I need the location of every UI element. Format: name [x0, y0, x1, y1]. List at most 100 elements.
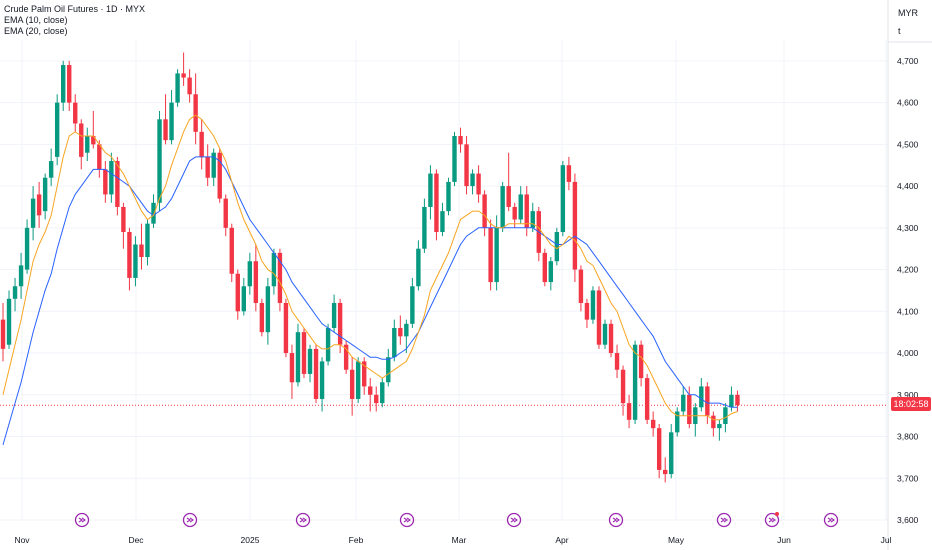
- candle-body: [103, 169, 108, 195]
- candle-body: [205, 156, 210, 178]
- event-icon-arrow: [827, 517, 835, 523]
- price-axis[interactable]: 3,600 3,700 3,800 3,900 4,000 4,100 4,200 4,300…: [897, 56, 919, 525]
- currency-label[interactable]: MYR: [898, 8, 918, 18]
- symbol-title[interactable]: Crude Palm Oil Futures · 1D · MYX: [4, 4, 146, 14]
- candle-body: [349, 369, 355, 399]
- event-icon[interactable]: [399, 512, 415, 528]
- candle-body: [735, 394, 740, 406]
- candle-body: [669, 432, 674, 475]
- event-icon-arrow: [510, 517, 518, 523]
- event-icon[interactable]: [506, 512, 522, 528]
- candle-body: [79, 123, 84, 157]
- y-tick-label: 4,000: [897, 348, 919, 358]
- candle-body: [452, 136, 457, 182]
- candle-body: [663, 469, 668, 475]
- candle-body: [572, 181, 578, 270]
- candle-body: [6, 298, 12, 345]
- candle-body: [723, 407, 728, 424]
- candle-body: [560, 165, 566, 232]
- candle-body: [705, 386, 710, 416]
- candle-body: [518, 194, 523, 220]
- candle-body: [343, 344, 349, 370]
- event-icon[interactable]: [823, 512, 839, 528]
- candle-body: [488, 227, 493, 283]
- candle-body: [115, 161, 120, 207]
- ema20-legend[interactable]: EMA (20, close): [4, 26, 68, 36]
- candle-body: [602, 323, 608, 345]
- candle-body: [494, 227, 499, 283]
- event-icon[interactable]: [295, 512, 311, 528]
- candle-body: [331, 302, 337, 328]
- candle-body: [512, 206, 517, 220]
- candle-body: [271, 252, 277, 287]
- candle-body: [368, 386, 373, 395]
- candle-body: [30, 198, 36, 228]
- candle-body: [265, 286, 271, 333]
- candle-body: [337, 302, 343, 345]
- ema10-legend[interactable]: EMA (10, close): [4, 15, 68, 25]
- candle-body: [374, 394, 379, 404]
- x-tick-label: Nov: [14, 535, 30, 545]
- event-icon[interactable]: [764, 512, 780, 528]
- candle-body: [446, 181, 451, 212]
- candle-body: [61, 65, 66, 103]
- y-tick-label: 3,900: [897, 390, 919, 400]
- candle-body: [355, 361, 361, 399]
- candle-body: [554, 232, 560, 262]
- candle-body: [133, 244, 138, 278]
- candle-body: [229, 227, 234, 274]
- candle-body: [548, 261, 554, 283]
- candle-body: [620, 369, 626, 404]
- candle-body: [530, 211, 535, 228]
- chart-legend: Crude Palm Oil Futures · 1D · MYX EMA (1…: [4, 4, 145, 37]
- y-tick-label: 3,800: [897, 432, 919, 442]
- candle-body: [542, 252, 547, 283]
- candle-body: [380, 382, 385, 404]
- time-axis[interactable]: Nov Dec 2025 Feb Mar Apr May Jun Jul: [14, 535, 891, 545]
- candle-body: [458, 136, 463, 145]
- current-price-tag: 18:02:58: [891, 397, 931, 411]
- candle-body: [12, 286, 18, 299]
- candle-body: [187, 77, 192, 95]
- y-tick-label: 3,700: [897, 473, 919, 483]
- y-tick-label: 4,400: [897, 181, 919, 191]
- candle-body: [169, 102, 174, 141]
- candle-body: [434, 173, 439, 232]
- x-tick-label: Jul: [881, 535, 892, 545]
- candle-body: [500, 186, 505, 228]
- y-tick-label: 4,200: [897, 265, 919, 275]
- candle-body: [91, 136, 96, 145]
- candle-body: [416, 248, 421, 287]
- candle-body: [295, 332, 301, 383]
- candle-body: [410, 286, 415, 324]
- candle-body: [632, 344, 638, 420]
- event-icon-arrow: [768, 517, 776, 523]
- candle-body: [638, 344, 644, 379]
- event-icon[interactable]: [716, 512, 732, 528]
- candle-body: [650, 419, 656, 429]
- event-icon-arrow: [612, 517, 620, 523]
- candle-body: [157, 119, 162, 203]
- candle-body: [97, 144, 102, 170]
- candle-body: [73, 102, 78, 124]
- event-icon[interactable]: [182, 512, 198, 528]
- candle-body: [717, 424, 722, 429]
- candle-body: [85, 136, 90, 153]
- unit-label[interactable]: t: [898, 26, 901, 36]
- candle-body: [163, 119, 168, 141]
- event-icon[interactable]: [74, 512, 90, 528]
- candle-body: [476, 173, 481, 195]
- candle-body: [175, 73, 180, 103]
- candle-body: [313, 348, 319, 399]
- candle-body: [675, 411, 680, 433]
- candle-body: [211, 152, 216, 178]
- candle-body: [440, 211, 445, 232]
- candle-body: [325, 328, 331, 362]
- candle-body: [362, 361, 367, 387]
- event-icon[interactable]: [608, 512, 624, 528]
- candle-body: [398, 328, 403, 337]
- candle-body: [729, 394, 734, 408]
- event-markers[interactable]: [74, 512, 839, 528]
- candle-body: [277, 252, 283, 303]
